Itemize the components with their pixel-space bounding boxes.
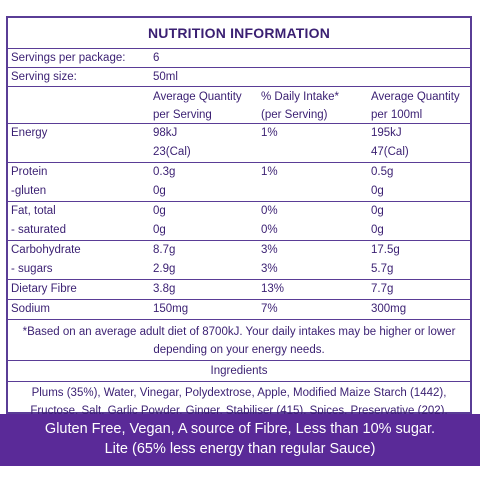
daily-intake-value-cell: 3% 3% bbox=[258, 241, 368, 279]
per-100ml-value: 195kJ bbox=[371, 127, 402, 139]
per-100ml-value-cell: 7.7g bbox=[368, 280, 470, 299]
per-100ml-value: 0g bbox=[371, 205, 384, 217]
header-blank bbox=[8, 87, 150, 123]
nutrient-row: Dietary Fibre 3.8g 13% 7.7g bbox=[8, 280, 470, 300]
daily-intake-value-cell: 7% bbox=[258, 300, 368, 319]
header-daily-intake-line1: % Daily Intake* bbox=[261, 91, 339, 103]
nutrient-label bbox=[11, 143, 150, 162]
header-per-serving: Average Quantity per Serving bbox=[150, 87, 258, 123]
per-100ml-value: 300mg bbox=[371, 303, 407, 315]
column-header-row: Average Quantity per Serving % Daily Int… bbox=[8, 87, 470, 124]
serving-size-value: 50ml bbox=[153, 71, 178, 83]
per-100ml-value-cell: 0g 0g bbox=[368, 202, 470, 240]
daily-intake-value-cell: 1% bbox=[258, 163, 368, 201]
ingredients-title: Ingredients bbox=[8, 361, 470, 382]
nutrient-row: Energy 98kJ 23(Cal) 1% 195kJ 47(Cal) bbox=[8, 124, 470, 163]
per-serving-value: 23(Cal) bbox=[153, 146, 191, 158]
per-serving-value: 150mg bbox=[153, 303, 189, 315]
nutrient-label: Fat, total bbox=[11, 205, 56, 217]
header-daily-intake-line2: (per Serving) bbox=[261, 109, 328, 121]
header-per-100ml-line1: Average Quantity bbox=[371, 91, 460, 103]
nutrient-row: Fat, total - saturated 0g 0g 0% 0% 0g 0g bbox=[8, 202, 470, 241]
per-serving-value: 0g bbox=[153, 205, 166, 217]
nutrient-label-cell: Energy bbox=[8, 124, 150, 162]
per-serving-value: 98kJ bbox=[153, 127, 178, 139]
daily-intake-value: 1% bbox=[261, 166, 278, 178]
per-serving-value-cell: 3.8g bbox=[150, 280, 258, 299]
banner-line-1: Gluten Free, Vegan, A source of Fibre, L… bbox=[44, 421, 436, 437]
claims-banner: Gluten Free, Vegan, A source of Fibre, L… bbox=[0, 414, 480, 466]
servings-row: Servings per package: 6 bbox=[8, 49, 470, 68]
per-serving-value: 0g bbox=[153, 224, 166, 236]
per-serving-value: 0.3g bbox=[153, 166, 176, 178]
serving-size-row: Serving size: 50ml bbox=[8, 68, 470, 87]
per-serving-value-cell: 0.3g 0g bbox=[150, 163, 258, 201]
nutrient-label: Carbohydrate bbox=[11, 244, 81, 256]
header-per-100ml-line2: per 100ml bbox=[371, 109, 423, 121]
nutrient-label: - saturated bbox=[11, 224, 66, 236]
daily-intake-value: 0% bbox=[261, 224, 278, 236]
panel-title: NUTRITION INFORMATION bbox=[8, 18, 470, 49]
per-serving-value: 8.7g bbox=[153, 244, 176, 256]
daily-intake-value bbox=[261, 182, 368, 201]
nutrient-label-cell: Dietary Fibre bbox=[8, 280, 150, 299]
per-serving-value: 0g bbox=[153, 185, 166, 197]
per-100ml-value: 0g bbox=[371, 185, 384, 197]
per-100ml-value-cell: 195kJ 47(Cal) bbox=[368, 124, 470, 162]
daily-intake-value-cell: 1% bbox=[258, 124, 368, 162]
servings-label: Servings per package: bbox=[11, 52, 126, 64]
per-serving-value-cell: 98kJ 23(Cal) bbox=[150, 124, 258, 162]
daily-intake-value: 13% bbox=[261, 283, 285, 295]
nutrient-label-cell: Fat, total - saturated bbox=[8, 202, 150, 240]
per-100ml-value-cell: 300mg bbox=[368, 300, 470, 319]
nutrient-label: - sugars bbox=[11, 263, 53, 275]
banner-line-2: Lite (65% less energy than regular Sauce… bbox=[104, 441, 376, 457]
per-100ml-value: 17.5g bbox=[371, 244, 400, 256]
daily-intake-value: 7% bbox=[261, 303, 278, 315]
per-serving-value-cell: 8.7g 2.9g bbox=[150, 241, 258, 279]
nutrient-row: Sodium 150mg 7% 300mg bbox=[8, 300, 470, 320]
per-100ml-value-cell: 0.5g 0g bbox=[368, 163, 470, 201]
nutrient-row: Carbohydrate - sugars 8.7g 2.9g 3% 3% 17.5g 5.… bbox=[8, 241, 470, 280]
nutrient-label: -gluten bbox=[11, 185, 47, 197]
per-serving-value-cell: 0g 0g bbox=[150, 202, 258, 240]
nutrient-label: Dietary Fibre bbox=[11, 283, 77, 295]
nutrient-label-cell: Carbohydrate - sugars bbox=[8, 241, 150, 279]
footnote: *Based on an average adult diet of 8700k… bbox=[8, 320, 470, 361]
per-100ml-value: 5.7g bbox=[371, 263, 394, 275]
per-100ml-value: 7.7g bbox=[371, 283, 394, 295]
header-per-serving-line1: Average Quantity bbox=[153, 91, 242, 103]
per-100ml-value: 47(Cal) bbox=[371, 146, 409, 158]
header-per-serving-line2: per Serving bbox=[153, 109, 212, 121]
daily-intake-value-cell: 0% 0% bbox=[258, 202, 368, 240]
nutrient-label: Sodium bbox=[11, 303, 50, 315]
nutrient-label: Energy bbox=[11, 127, 48, 139]
daily-intake-value: 0% bbox=[261, 205, 278, 217]
header-daily-intake: % Daily Intake* (per Serving) bbox=[258, 87, 368, 123]
serving-size-label: Serving size: bbox=[11, 71, 77, 83]
nutrient-label-cell: Protein -gluten bbox=[8, 163, 150, 201]
daily-intake-value: 3% bbox=[261, 244, 278, 256]
nutrient-label: Protein bbox=[11, 166, 48, 178]
per-serving-value: 2.9g bbox=[153, 263, 176, 275]
per-100ml-value: 0.5g bbox=[371, 166, 394, 178]
per-100ml-value: 0g bbox=[371, 224, 384, 236]
per-100ml-value-cell: 17.5g 5.7g bbox=[368, 241, 470, 279]
daily-intake-value-cell: 13% bbox=[258, 280, 368, 299]
nutrient-label-cell: Sodium bbox=[8, 300, 150, 319]
nutrient-rows: Energy 98kJ 23(Cal) 1% 195kJ 47(Cal) Protein -… bbox=[8, 124, 470, 320]
daily-intake-value bbox=[261, 143, 368, 162]
nutrient-row: Protein -gluten 0.3g 0g 1% 0.5g 0g bbox=[8, 163, 470, 202]
nutrition-panel: NUTRITION INFORMATION Servings per packa… bbox=[6, 16, 472, 435]
daily-intake-value: 1% bbox=[261, 127, 278, 139]
per-serving-value-cell: 150mg bbox=[150, 300, 258, 319]
daily-intake-value: 3% bbox=[261, 263, 278, 275]
servings-value: 6 bbox=[153, 52, 160, 64]
header-per-100ml: Average Quantity per 100ml bbox=[368, 87, 470, 123]
per-serving-value: 3.8g bbox=[153, 283, 176, 295]
